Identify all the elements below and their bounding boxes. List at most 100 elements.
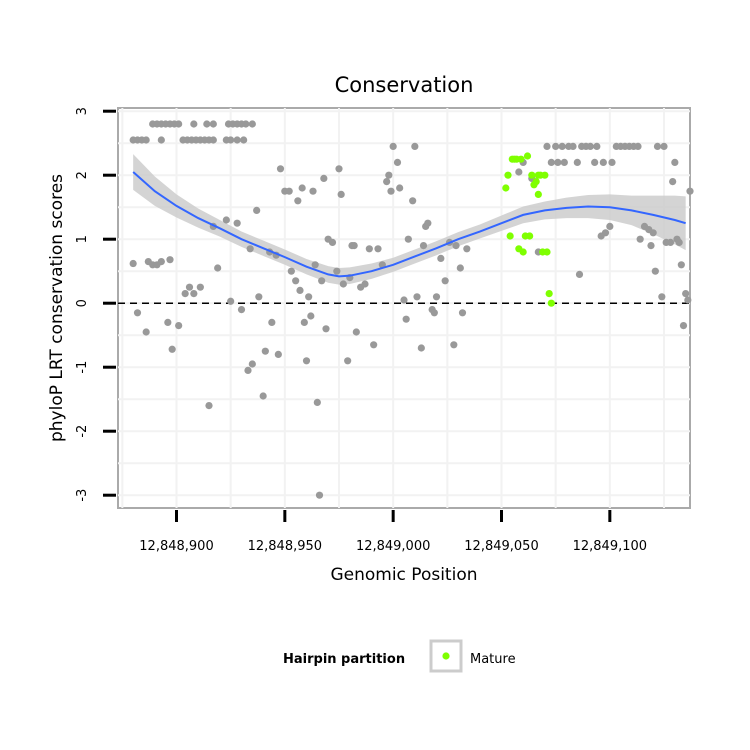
data-point	[227, 136, 235, 144]
data-point-mature	[519, 248, 527, 256]
data-point	[463, 245, 471, 253]
data-point	[133, 309, 142, 317]
data-point	[276, 165, 285, 173]
data-point	[313, 398, 321, 406]
data-point	[424, 219, 432, 227]
data-point	[558, 142, 566, 150]
data-point	[575, 270, 584, 278]
data-point	[352, 328, 360, 336]
data-point	[320, 174, 328, 182]
data-point	[686, 187, 694, 195]
data-point	[411, 142, 419, 150]
data-point	[441, 277, 449, 285]
data-point	[658, 293, 666, 301]
data-point	[294, 197, 302, 205]
data-point	[203, 120, 211, 128]
data-point	[129, 259, 137, 268]
data-point-mature	[502, 184, 510, 192]
data-point	[164, 318, 172, 326]
data-point	[400, 296, 408, 304]
y-tick-label: 0	[75, 299, 90, 307]
data-point	[181, 290, 189, 298]
data-point	[196, 283, 204, 291]
data-point	[458, 309, 467, 317]
data-point	[660, 142, 668, 150]
data-point	[296, 286, 304, 294]
data-point	[237, 306, 246, 314]
smooth-trend-line	[132, 171, 686, 278]
data-point	[547, 158, 555, 166]
data-point	[591, 158, 599, 166]
data-point	[647, 242, 655, 250]
data-point	[253, 206, 261, 214]
data-point	[157, 136, 165, 144]
data-point	[337, 190, 345, 198]
data-point	[601, 229, 610, 237]
x-tick-label: 12,848,950	[248, 539, 322, 554]
data-point-mature	[534, 190, 542, 198]
data-point	[653, 142, 662, 150]
data-point	[350, 242, 358, 250]
data-point	[175, 120, 183, 128]
data-point	[157, 258, 165, 266]
data-point	[569, 142, 577, 150]
data-point	[666, 238, 675, 246]
data-point	[185, 283, 194, 291]
data-point	[248, 360, 256, 368]
y-tick-label: 3	[75, 107, 90, 115]
data-point	[333, 267, 341, 275]
data-point-mature	[517, 155, 525, 163]
data-point	[222, 216, 230, 224]
data-point	[404, 235, 412, 243]
data-point	[175, 322, 183, 330]
data-point	[586, 142, 594, 150]
smooth-line-layer	[132, 171, 686, 278]
data-point	[214, 264, 222, 272]
data-point-mature	[532, 178, 540, 186]
data-point	[311, 261, 319, 269]
data-point	[322, 325, 330, 333]
data-point	[242, 120, 250, 128]
data-point	[387, 187, 395, 195]
data-point-mature	[528, 171, 536, 179]
data-point	[302, 357, 311, 365]
data-point	[315, 491, 324, 499]
data-point	[543, 142, 551, 150]
data-point	[248, 120, 256, 128]
data-point	[287, 267, 295, 275]
data-point	[246, 245, 254, 253]
data-point	[261, 347, 269, 355]
data-point	[268, 318, 276, 326]
plot-panel	[117, 107, 691, 509]
data-point	[190, 290, 198, 298]
data-point	[233, 219, 241, 227]
data-point	[684, 296, 692, 304]
data-point	[389, 142, 397, 150]
data-point	[383, 178, 391, 186]
data-point	[285, 187, 293, 195]
data-point	[259, 392, 267, 400]
x-tick-label: 12,848,900	[139, 539, 213, 554]
data-point	[669, 178, 677, 186]
data-point-mature	[543, 248, 551, 256]
data-point	[142, 328, 150, 336]
data-point	[608, 158, 616, 166]
data-point	[432, 293, 441, 301]
data-point	[166, 256, 174, 264]
y-tick-label: 1	[75, 235, 90, 243]
data-point	[515, 168, 523, 176]
data-point	[209, 136, 217, 144]
y-axis: -3 -2 -1 0 1 2 3	[75, 107, 116, 502]
y-tick-label: -3	[75, 489, 90, 502]
data-point	[634, 142, 642, 150]
data-point	[318, 277, 326, 285]
data-point	[413, 293, 421, 301]
data-point	[190, 120, 198, 128]
data-point	[409, 197, 417, 205]
data-point	[675, 238, 683, 246]
data-point	[298, 184, 306, 192]
data-point-mature	[526, 232, 534, 240]
points-layer	[129, 120, 694, 499]
data-point	[374, 245, 382, 253]
data-point	[209, 120, 217, 128]
